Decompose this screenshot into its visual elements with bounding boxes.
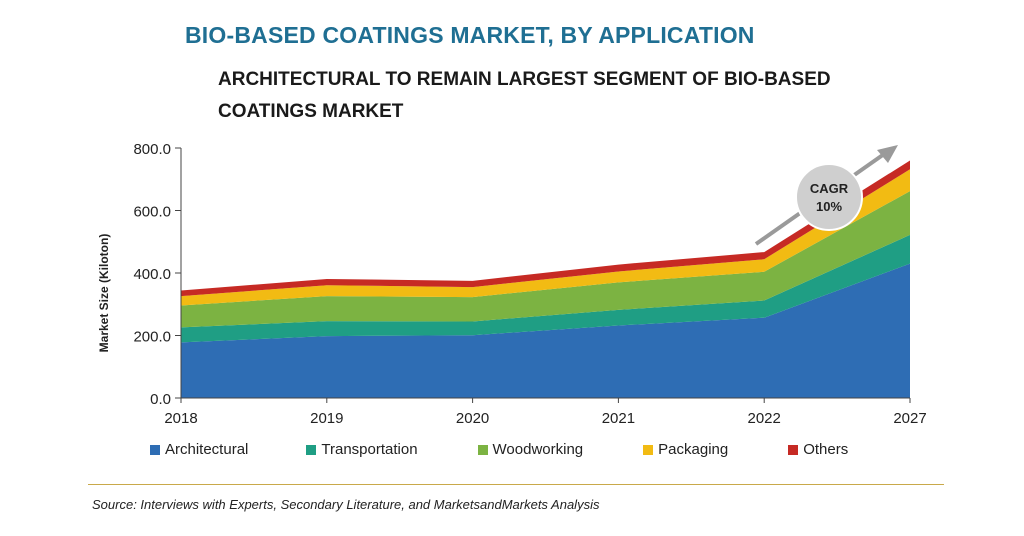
- y-tick-label: 400.0: [133, 266, 171, 283]
- legend-swatch: [150, 444, 160, 455]
- legend-label: Architectural: [165, 441, 249, 458]
- x-tick-label: 2022: [748, 410, 781, 427]
- cagr-label: CAGR: [810, 181, 849, 196]
- y-tick-label: 200.0: [133, 329, 171, 346]
- chart-title: BIO-BASED COATINGS MARKET, BY APPLICATIO…: [185, 22, 755, 48]
- legend-swatch: [788, 444, 799, 455]
- legend-label: Others: [803, 441, 849, 458]
- area-packaging: [181, 169, 910, 306]
- x-tick-label: 2019: [310, 410, 343, 427]
- source-divider: [88, 484, 944, 485]
- area-others: [181, 160, 910, 297]
- legend-label: Woodworking: [492, 441, 584, 458]
- legend-label: Transportation: [321, 441, 418, 458]
- y-tick-label: 600.0: [133, 204, 171, 221]
- legend-swatch: [643, 444, 654, 455]
- cagr-annotation: CAGR 10%: [754, 145, 898, 246]
- legend-item-architectural: Architectural: [150, 441, 248, 458]
- legend-item-woodworking: Woodworking: [477, 441, 584, 458]
- cagr-arrowhead: [877, 145, 898, 163]
- chart-subtitle: ARCHITECTURAL TO REMAIN LARGEST SEGMENT …: [218, 69, 831, 122]
- legend-item-transportation: Transportation: [306, 441, 418, 458]
- legend: Architectural Transportation Woodworking…: [150, 441, 848, 458]
- cagr-badge: [795, 163, 863, 231]
- y-axis-title: Market Size (Kiloton): [97, 234, 111, 353]
- area-transportation: [181, 234, 910, 343]
- y-tick-label: 800.0: [133, 141, 171, 158]
- x-tick-label: 2021: [602, 410, 635, 427]
- cagr-value: 10%: [816, 199, 842, 214]
- legend-swatch: [477, 444, 488, 455]
- area-architectural: [181, 263, 910, 398]
- x-tick-label: 2027: [893, 410, 926, 427]
- y-tick-label: 0.0: [150, 391, 171, 408]
- legend-label: Packaging: [658, 441, 729, 458]
- legend-item-others: Others: [788, 441, 848, 458]
- area-woodworking: [181, 191, 910, 328]
- legend-item-packaging: Packaging: [643, 441, 728, 458]
- legend-swatch: [306, 444, 317, 455]
- x-tick-label: 2018: [164, 410, 197, 427]
- x-tick-label: 2020: [456, 410, 489, 427]
- source-note: Source: Interviews with Experts, Seconda…: [92, 497, 600, 512]
